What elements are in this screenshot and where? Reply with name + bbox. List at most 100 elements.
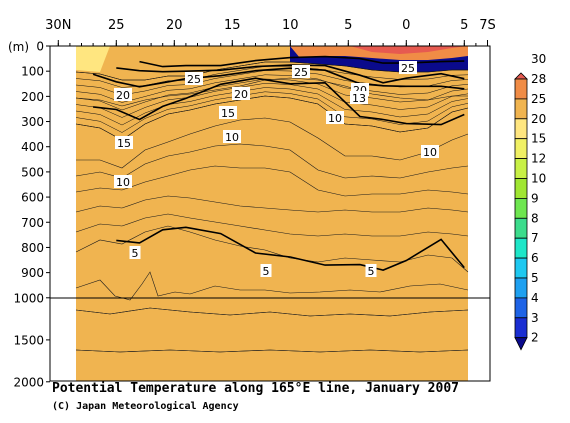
isotherm-line [75, 307, 469, 317]
colorbar-label: 5 [531, 271, 539, 285]
colorbar-swatch [514, 277, 528, 299]
x-tick-label: 30N [45, 18, 71, 33]
colorbar-swatch [514, 197, 528, 219]
isotherm-label-bg [115, 136, 133, 149]
isotherm-label: 10 [116, 176, 130, 189]
isotherm-label-bg [421, 145, 439, 158]
isotherm-line [75, 349, 469, 353]
y-tick-label: 200 [21, 90, 44, 104]
colorbar-swatch [514, 138, 528, 159]
colorbar-label: 6 [531, 251, 539, 265]
y-tick-label: 700 [21, 216, 44, 230]
isotherm-5 [116, 226, 465, 271]
isotherm-line [75, 213, 469, 237]
colorbar-swatch [514, 217, 528, 239]
colorbar-swatch [514, 98, 528, 120]
colorbar-swatch [514, 178, 528, 199]
colorbar-swatch [514, 158, 528, 179]
isotherm-line [75, 87, 469, 126]
no-data-left [50, 46, 76, 381]
isotherm-line [75, 95, 469, 141]
colorbar-top-arrow [514, 72, 528, 80]
chart-title: Potential Temperature along 165°E line, … [52, 381, 459, 396]
colorbar-label: 20 [531, 112, 546, 126]
colorbar-label: 4 [531, 291, 539, 305]
y-tick-label: 400 [21, 140, 44, 154]
band-25 [76, 62, 468, 381]
isotherm-label-bg [219, 106, 237, 119]
isotherm-label: 25 [401, 62, 415, 75]
x-tick-label: 0 [402, 18, 410, 33]
x-tick-label: 5 [460, 18, 468, 33]
colorbar-swatch [514, 78, 528, 100]
colorbar-label: 12 [531, 152, 546, 166]
x-axis: 30N 25 20 15 10 5 0 5 7S [45, 18, 496, 46]
no-data-right [468, 46, 490, 381]
isotherm-label: 13 [352, 92, 366, 105]
x-tick-label: 7S [479, 18, 496, 33]
y-tick-label: 100 [21, 65, 44, 79]
isotherm-label: 15 [221, 107, 235, 120]
isotherm-label-bg [114, 88, 132, 101]
isotherm-line [75, 143, 469, 179]
isotherm-line [75, 74, 469, 103]
isotherm-label-bg [399, 61, 417, 74]
colorbar-swatch [514, 297, 528, 319]
y-tick-label: 2000 [13, 375, 44, 389]
isotherm-line [76, 117, 469, 169]
y-axis: 0 100 200 300 400 500 600 700 800 900 1000 1500 2000 [13, 40, 50, 389]
y-tick-label: 300 [21, 115, 44, 129]
colorbar-label: 10 [531, 172, 546, 186]
colorbar-swatch [514, 118, 528, 140]
isotherm-label-bg [326, 111, 344, 124]
isotherm-line [75, 165, 469, 197]
colorbar-label: 25 [531, 92, 546, 106]
isotherm-line [75, 271, 469, 301]
isotherm-label: 25 [187, 73, 201, 86]
isotherm-label-bg [114, 175, 132, 188]
y-tick-label: 500 [21, 165, 44, 179]
colorbar-label: 28 [531, 72, 546, 86]
plot-frame [49, 45, 491, 382]
isotherm-20 [116, 64, 465, 84]
isotherm-label-bg [292, 65, 310, 78]
isotherm-label-bg [365, 264, 377, 277]
y-tick-label: 900 [21, 266, 44, 280]
band-30 [350, 46, 468, 54]
isotherm-label: 10 [328, 112, 342, 125]
x-tick-label: 5 [344, 18, 352, 33]
major-isotherms [92, 55, 465, 271]
isotherm-label-bg [185, 72, 203, 85]
x-tick-label: 20 [166, 18, 183, 33]
colorbar-swatch [514, 317, 528, 339]
colorbar-label: 9 [531, 191, 539, 205]
y-tick-label: 0 [36, 40, 44, 54]
isotherm-label: 5 [132, 247, 139, 260]
isotherm-label: 25 [294, 66, 308, 79]
colorbar-swatch [514, 237, 528, 259]
isotherm-label-bg [350, 91, 368, 104]
isotherm-label-bg [223, 130, 241, 143]
colorbar-swatch [514, 257, 528, 279]
isotherm-line [75, 83, 469, 118]
x-tick-label: 10 [282, 18, 299, 33]
chart-credit: (C) Japan Meteorological Agency [52, 401, 239, 412]
colorbar-label: 15 [531, 132, 546, 146]
isotherm-label: 5 [368, 265, 375, 278]
isotherm-label-bg [232, 87, 250, 100]
band-25 [76, 46, 290, 80]
isotherm-label: 10 [225, 131, 239, 144]
x-tick-label: 15 [224, 18, 241, 33]
colorbar-label: 2 [531, 331, 539, 345]
isotherm-label-bg [260, 264, 272, 277]
isotherm-line [75, 225, 469, 273]
colorbar-label: 8 [531, 211, 539, 225]
isotherm-label: 20 [116, 89, 130, 102]
y-tick-label: 1500 [13, 333, 44, 347]
temperature-field [50, 46, 490, 381]
isotherm-15 [92, 67, 465, 90]
isotherm-line [75, 195, 469, 213]
y-axis-unit: (m) [8, 40, 29, 54]
